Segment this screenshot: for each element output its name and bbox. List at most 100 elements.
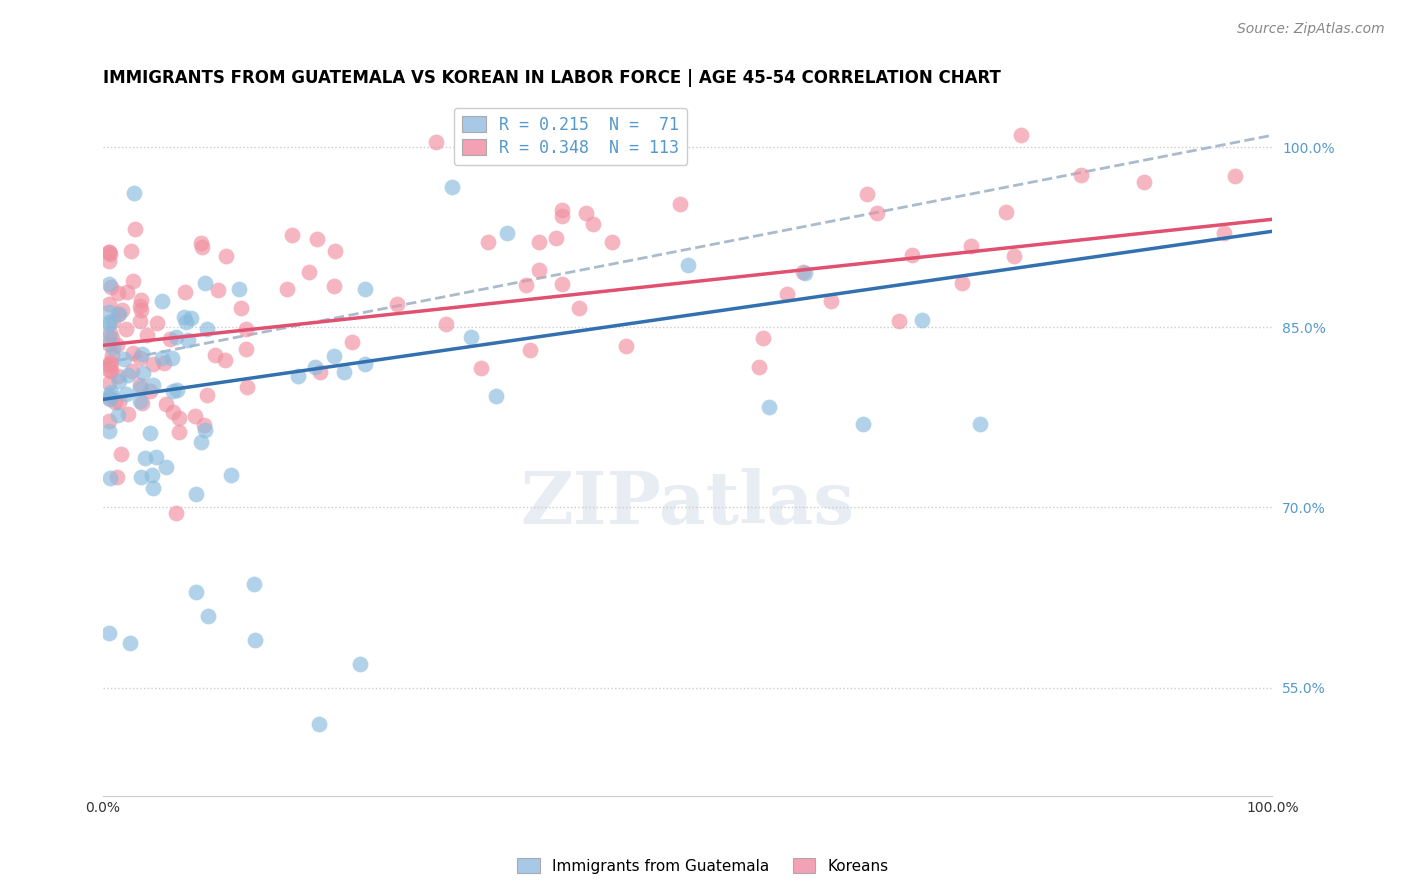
- Point: [1002, 249, 1025, 263]
- Point: [229, 301, 252, 315]
- Point: [167, 410, 190, 425]
- Point: [235, 342, 257, 356]
- Point: [112, 351, 135, 366]
- Point: [98, 388, 121, 402]
- Point: [142, 357, 165, 371]
- Point: [100, 363, 122, 377]
- Point: [751, 331, 773, 345]
- Point: [131, 396, 153, 410]
- Point: [129, 302, 152, 317]
- Point: [215, 249, 238, 263]
- Point: [97, 337, 120, 351]
- Point: [994, 205, 1017, 219]
- Point: [111, 303, 134, 318]
- Point: [136, 328, 159, 343]
- Point: [323, 350, 346, 364]
- Point: [107, 307, 129, 321]
- Point: [748, 360, 770, 375]
- Point: [281, 227, 304, 242]
- Point: [308, 365, 330, 379]
- Point: [110, 447, 132, 461]
- Point: [100, 385, 122, 400]
- Point: [139, 425, 162, 440]
- Point: [139, 384, 162, 399]
- Point: [527, 235, 550, 250]
- Point: [1212, 226, 1234, 240]
- Point: [98, 326, 121, 340]
- Point: [792, 265, 814, 279]
- Point: [676, 258, 699, 272]
- Point: [551, 202, 574, 217]
- Point: [190, 235, 212, 250]
- Point: [101, 341, 124, 355]
- Point: [129, 393, 152, 408]
- Point: [184, 409, 207, 424]
- Point: [145, 316, 167, 330]
- Point: [900, 248, 922, 262]
- Point: [1010, 128, 1032, 143]
- Legend: Immigrants from Guatemala, Koreans: Immigrants from Guatemala, Koreans: [512, 852, 894, 880]
- Point: [108, 307, 131, 321]
- Point: [108, 375, 131, 389]
- Point: [960, 238, 983, 252]
- Point: [131, 470, 153, 484]
- Point: [97, 244, 120, 259]
- Point: [235, 322, 257, 336]
- Point: [145, 450, 167, 464]
- Point: [852, 417, 875, 431]
- Text: IMMIGRANTS FROM GUATEMALA VS KOREAN IN LABOR FORCE | AGE 45-54 CORRELATION CHART: IMMIGRANTS FROM GUATEMALA VS KOREAN IN L…: [103, 69, 1001, 87]
- Point: [165, 506, 187, 520]
- Point: [97, 414, 120, 428]
- Point: [142, 378, 165, 392]
- Point: [173, 310, 195, 325]
- Point: [298, 265, 321, 279]
- Point: [485, 389, 508, 403]
- Point: [100, 354, 122, 368]
- Point: [195, 322, 218, 336]
- Point: [107, 369, 129, 384]
- Point: [546, 231, 568, 245]
- Point: [166, 383, 188, 397]
- Point: [969, 417, 991, 432]
- Point: [193, 417, 215, 432]
- Point: [495, 226, 517, 240]
- Point: [105, 470, 128, 484]
- Point: [134, 451, 156, 466]
- Point: [153, 356, 176, 370]
- Point: [129, 299, 152, 313]
- Point: [353, 357, 375, 371]
- Point: [460, 330, 482, 344]
- Text: ZIPatlas: ZIPatlas: [520, 467, 855, 539]
- Point: [122, 186, 145, 201]
- Point: [124, 222, 146, 236]
- Point: [107, 286, 129, 301]
- Point: [155, 459, 177, 474]
- Point: [228, 282, 250, 296]
- Point: [98, 247, 121, 261]
- Point: [97, 330, 120, 344]
- Point: [174, 315, 197, 329]
- Point: [150, 351, 173, 365]
- Point: [1225, 169, 1247, 184]
- Point: [142, 481, 165, 495]
- Point: [167, 425, 190, 440]
- Point: [132, 366, 155, 380]
- Point: [207, 283, 229, 297]
- Point: [120, 244, 142, 258]
- Point: [162, 405, 184, 419]
- Point: [162, 384, 184, 398]
- Point: [101, 314, 124, 328]
- Point: [197, 608, 219, 623]
- Point: [758, 400, 780, 414]
- Point: [141, 468, 163, 483]
- Point: [204, 348, 226, 362]
- Point: [470, 360, 492, 375]
- Point: [97, 315, 120, 329]
- Point: [527, 263, 550, 277]
- Point: [97, 253, 120, 268]
- Point: [436, 317, 458, 331]
- Point: [101, 331, 124, 345]
- Point: [186, 487, 208, 501]
- Point: [115, 321, 138, 335]
- Point: [115, 387, 138, 401]
